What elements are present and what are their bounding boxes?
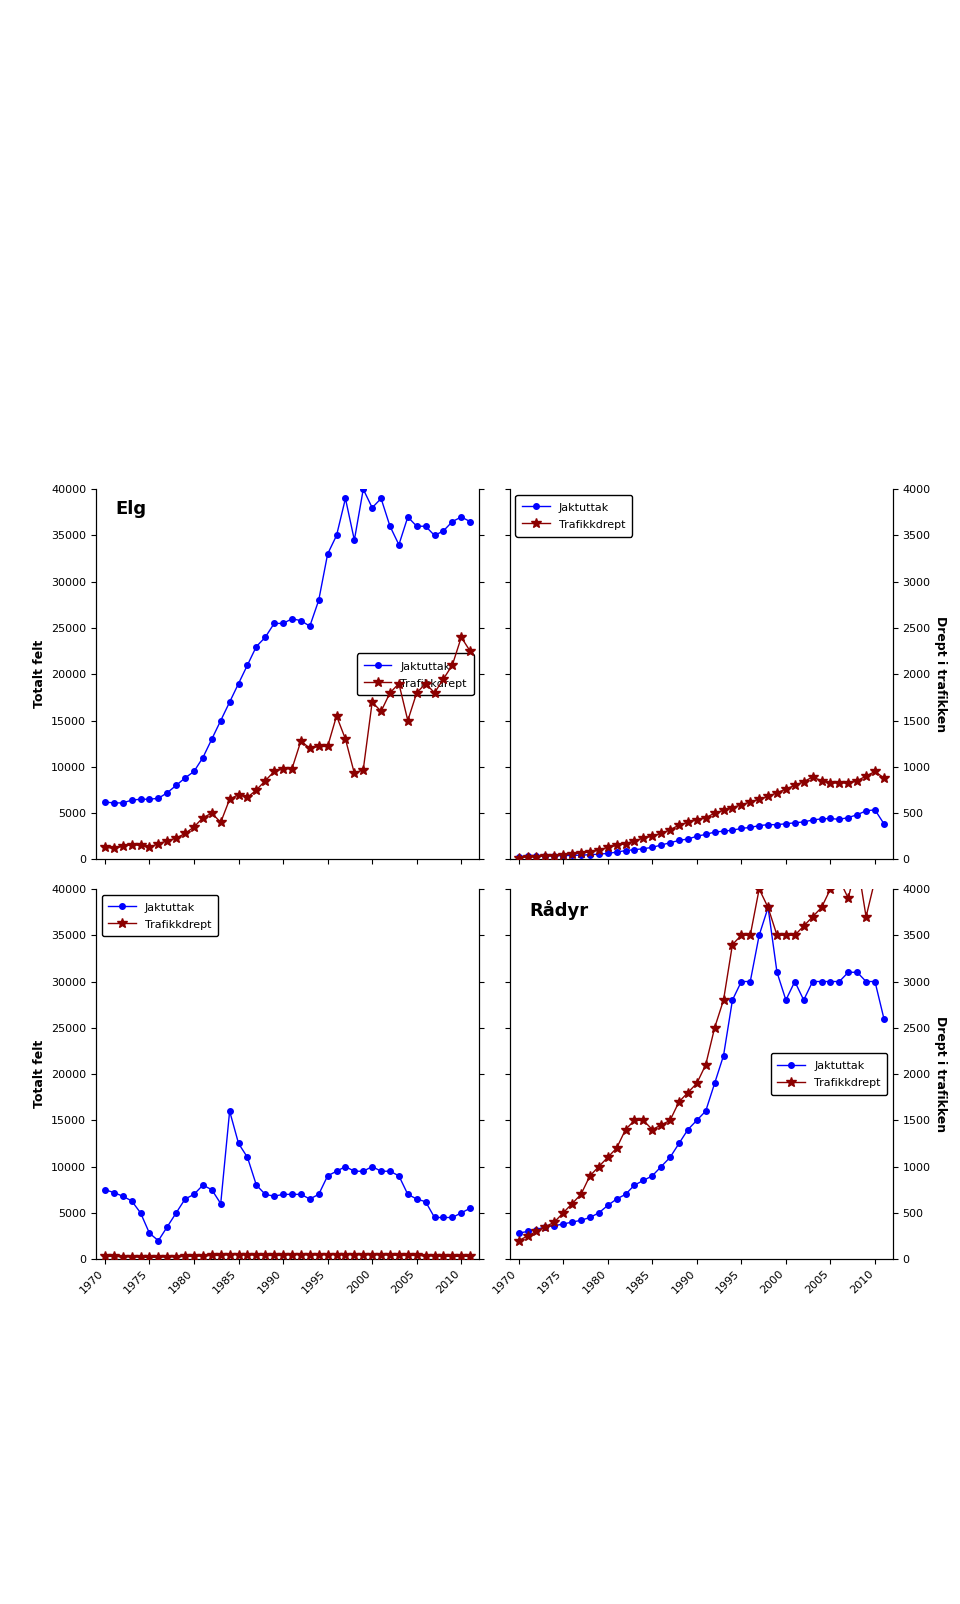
Text: Villrein: Villrein (115, 900, 187, 917)
Y-axis label: Drept i trafikken: Drept i trafikken (934, 1015, 948, 1132)
Y-axis label: Drept i trafikken: Drept i trafikken (934, 616, 948, 733)
Legend: Jaktuttak, Trafikkdrept: Jaktuttak, Trafikkdrept (771, 1054, 887, 1096)
Legend: Jaktuttak, Trafikkdrept: Jaktuttak, Trafikkdrept (357, 653, 473, 695)
Legend: Jaktuttak, Trafikkdrept: Jaktuttak, Trafikkdrept (516, 494, 632, 537)
Y-axis label: Totalt felt: Totalt felt (33, 640, 45, 709)
Legend: Jaktuttak, Trafikkdrept: Jaktuttak, Trafikkdrept (102, 895, 218, 937)
Text: Rådyr: Rådyr (529, 900, 588, 921)
Text: Hjort: Hjort (529, 500, 580, 518)
Text: Elg: Elg (115, 500, 146, 518)
Y-axis label: Totalt felt: Totalt felt (33, 1039, 45, 1108)
